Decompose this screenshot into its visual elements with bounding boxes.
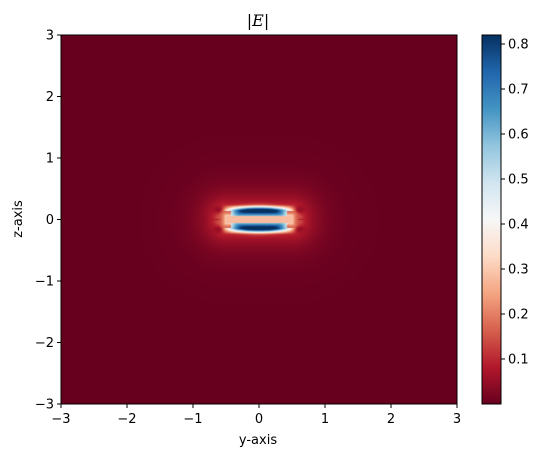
colorbar-tick-label: 0.6 — [508, 128, 529, 143]
heatmap-image — [61, 35, 457, 404]
y-tick-label: 2 — [46, 90, 54, 105]
colorbar-tick-label: 0.8 — [508, 38, 529, 53]
x-tick-label: 2 — [387, 412, 395, 427]
colorbar-gradient — [482, 35, 501, 404]
colorbar-tick-label: 0.1 — [508, 353, 529, 368]
x-tick-label: 0 — [255, 412, 263, 427]
x-tick-label: −3 — [51, 412, 70, 427]
colorbar-tick-label: 0.4 — [508, 218, 529, 233]
plot-area — [60, 34, 458, 405]
colorbar-tick-label: 0.2 — [508, 308, 529, 323]
y-tick-label: 3 — [46, 29, 54, 44]
x-tick-label: 3 — [453, 412, 461, 427]
chart-title: |E| — [247, 11, 269, 30]
x-tick-label: 1 — [321, 412, 329, 427]
colorbar-tick-label: 0.5 — [508, 173, 529, 188]
y-axis-label: z-axis — [11, 200, 26, 238]
x-axis-ticks: −3 −2 −1 0 1 2 3 — [51, 404, 461, 427]
y-tick-label: −1 — [35, 275, 54, 290]
y-tick-label: 0 — [46, 213, 54, 228]
x-tick-label: −2 — [117, 412, 136, 427]
y-axis-ticks: −3 −2 −1 0 1 2 3 — [35, 29, 61, 413]
x-tick-label: −1 — [183, 412, 202, 427]
y-tick-label: −2 — [35, 336, 54, 351]
colorbar-ticks: 0.1 0.2 0.3 0.4 0.5 0.6 0.7 0.8 — [501, 38, 529, 368]
y-tick-label: −3 — [35, 398, 54, 413]
y-tick-label: 1 — [46, 152, 54, 167]
colorbar-tick-label: 0.3 — [508, 263, 529, 278]
colorbar: 0.1 0.2 0.3 0.4 0.5 0.6 0.7 0.8 — [481, 34, 529, 405]
colorbar-frame — [481, 34, 502, 405]
colorbar-tick-label: 0.7 — [508, 83, 529, 98]
x-axis-label: y-axis — [239, 433, 277, 448]
